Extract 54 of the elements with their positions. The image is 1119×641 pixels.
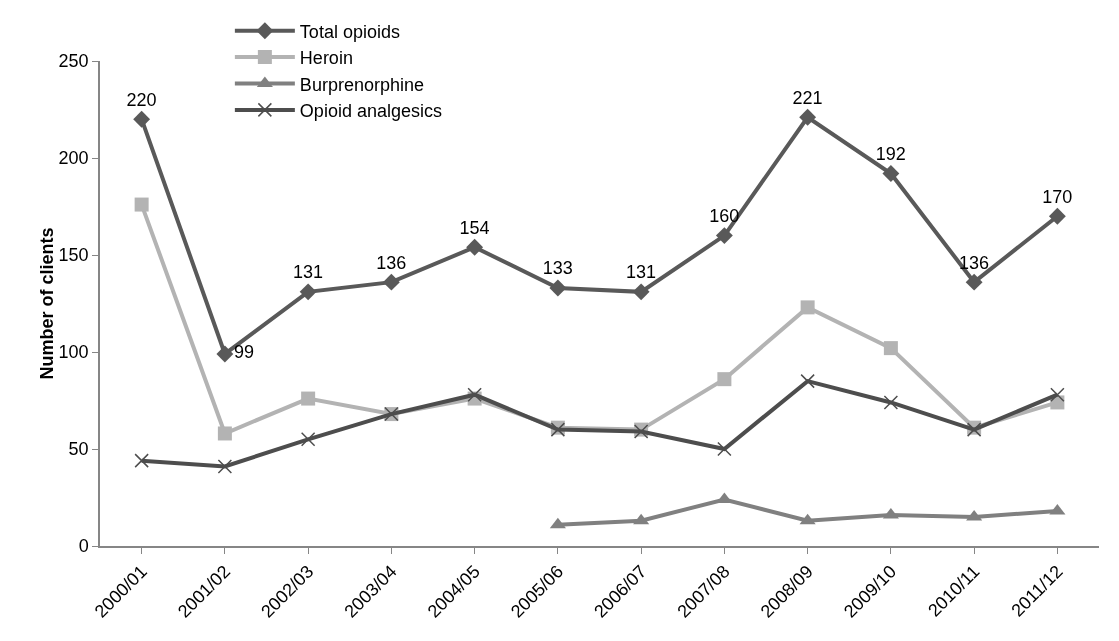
- point: [799, 108, 817, 126]
- y-tick-label: 250: [58, 51, 89, 72]
- data-label: 131: [293, 262, 324, 283]
- y-tick-label: 150: [58, 245, 89, 266]
- data-label: 131: [626, 262, 657, 283]
- data-label: 221: [792, 87, 823, 108]
- data-label: 192: [875, 143, 906, 164]
- legend-label: Burprenorphine: [299, 74, 424, 95]
- data-label: 170: [1042, 186, 1073, 207]
- point: [1050, 387, 1065, 402]
- point: [133, 110, 151, 128]
- point: [467, 387, 482, 402]
- point: [632, 283, 650, 301]
- point: [633, 513, 650, 525]
- point: [216, 345, 234, 363]
- point: [883, 395, 899, 410]
- point: [715, 227, 733, 245]
- point: [883, 341, 898, 356]
- point: [549, 517, 566, 529]
- y-axis-title: Number of clients: [36, 227, 57, 380]
- data-label: 99: [234, 342, 255, 363]
- point: [466, 238, 484, 256]
- point: [300, 432, 316, 447]
- point: [800, 373, 815, 389]
- point: [217, 426, 232, 441]
- y-tick-label: 200: [58, 148, 89, 169]
- point: [717, 441, 732, 457]
- point: [301, 391, 316, 406]
- point: [217, 459, 233, 474]
- point: [882, 165, 900, 182]
- legend-label: Total opioids: [299, 21, 400, 42]
- point: [134, 197, 149, 212]
- point: [299, 283, 317, 301]
- point: [800, 300, 815, 315]
- point: [134, 453, 149, 468]
- point: [1048, 207, 1066, 225]
- point: [799, 513, 816, 525]
- data-label: 136: [376, 252, 407, 273]
- point: [382, 273, 400, 291]
- point: [882, 507, 899, 519]
- data-label: 154: [459, 217, 490, 238]
- data-label: 220: [126, 89, 157, 110]
- legend-label: Heroin: [299, 48, 353, 69]
- data-label: 136: [959, 252, 990, 273]
- y-tick-label: 100: [58, 342, 89, 363]
- point: [549, 279, 567, 297]
- data-label: 133: [542, 258, 573, 279]
- y-tick-label: 50: [68, 439, 89, 460]
- y-tick-label: 0: [78, 536, 89, 557]
- point: [717, 372, 732, 387]
- point: [965, 273, 983, 291]
- point: [966, 509, 983, 521]
- data-label: 160: [709, 205, 740, 226]
- legend-label: Opioid analgesics: [299, 100, 442, 121]
